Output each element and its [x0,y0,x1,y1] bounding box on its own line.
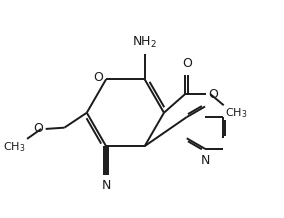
Text: N: N [101,179,111,192]
Text: NH$_2$: NH$_2$ [132,35,157,50]
Text: O: O [182,57,192,70]
Text: O: O [33,123,43,135]
Text: CH$_3$: CH$_3$ [225,107,247,120]
Text: CH$_3$: CH$_3$ [3,140,26,154]
Text: N: N [200,154,210,167]
Text: O: O [208,88,218,100]
Text: O: O [93,71,103,84]
